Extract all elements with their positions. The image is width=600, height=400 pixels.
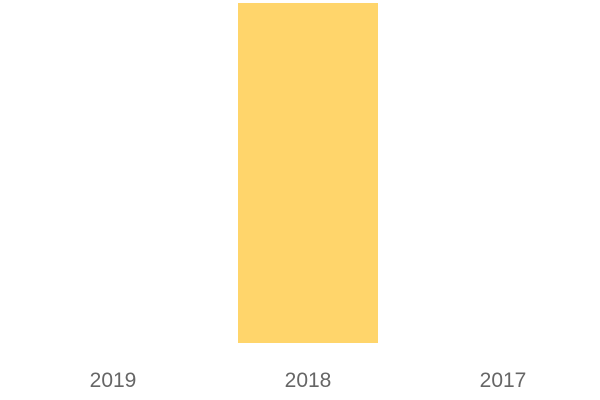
x-tick-label: 2017 [480,369,527,392]
bar-2018 [238,3,378,343]
x-tick-label: 2018 [285,369,332,392]
x-tick-label: 2019 [90,369,137,392]
